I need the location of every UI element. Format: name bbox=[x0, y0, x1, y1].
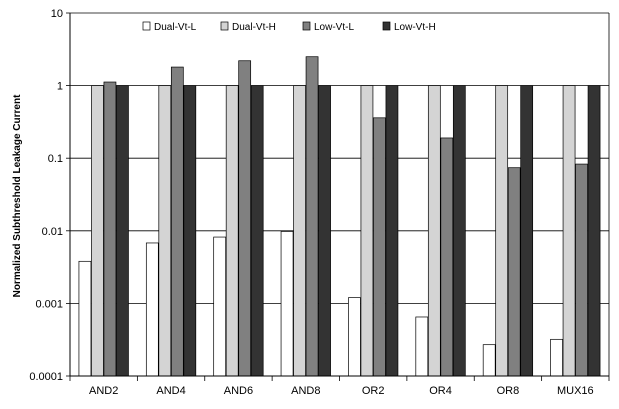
bar bbox=[452, 85, 466, 377]
bar bbox=[103, 81, 117, 377]
bar bbox=[225, 85, 239, 377]
x-tick-label: MUX16 bbox=[557, 385, 594, 397]
bar bbox=[550, 338, 563, 377]
x-tick-label: AND4 bbox=[156, 385, 185, 397]
bar bbox=[250, 85, 264, 377]
x-tick-label: OR8 bbox=[497, 385, 520, 397]
legend-swatch bbox=[382, 21, 391, 31]
bar bbox=[575, 163, 588, 377]
bar bbox=[145, 242, 159, 377]
bar bbox=[78, 260, 92, 377]
x-tick-label: OR2 bbox=[362, 385, 385, 397]
bar bbox=[507, 167, 521, 377]
bar bbox=[415, 316, 429, 377]
bar bbox=[385, 85, 399, 377]
bar bbox=[213, 236, 227, 377]
bar bbox=[562, 85, 576, 377]
legend-label: Dual-Vt-H bbox=[232, 22, 276, 33]
x-tick-label: AND8 bbox=[291, 385, 320, 397]
bar bbox=[183, 85, 197, 377]
bar bbox=[373, 117, 386, 377]
bar bbox=[482, 344, 496, 377]
bar bbox=[116, 85, 129, 377]
bar bbox=[91, 85, 104, 377]
legend-label: Dual-Vt-L bbox=[154, 22, 197, 33]
bar bbox=[427, 85, 441, 377]
y-tick-label: 0.1 bbox=[48, 153, 63, 165]
bar bbox=[318, 85, 331, 377]
bar bbox=[280, 231, 294, 377]
bar bbox=[348, 297, 361, 377]
bars bbox=[78, 56, 601, 377]
y-tick-label: 0.01 bbox=[42, 226, 63, 238]
legend-label: Low-Vt-H bbox=[394, 22, 436, 33]
bar bbox=[440, 137, 454, 377]
y-tick-label: 1 bbox=[57, 81, 63, 93]
x-tick-label: AND6 bbox=[224, 385, 253, 397]
bar bbox=[495, 85, 509, 377]
legend-swatch bbox=[142, 21, 151, 31]
bar bbox=[587, 85, 601, 377]
bar bbox=[520, 85, 534, 377]
legend: Dual-Vt-L Dual-Vt-H Low-Vt-L Low-Vt-H bbox=[142, 21, 436, 33]
bar bbox=[293, 85, 306, 377]
axes: 0.0001 0.001 0.01 0.1 1 10 AND2 AND4 AND6 AND8 OR2… bbox=[29, 8, 610, 397]
y-axis-label: Normalized Subthreshold Leakage Current bbox=[12, 94, 23, 297]
legend-swatch bbox=[220, 21, 229, 31]
x-tick-label: OR4 bbox=[429, 385, 452, 397]
y-tick-label: 0.0001 bbox=[29, 371, 63, 383]
bar bbox=[158, 85, 172, 377]
x-tick-label: AND2 bbox=[89, 385, 118, 397]
bar bbox=[305, 56, 319, 377]
y-tick-label: 10 bbox=[51, 8, 63, 20]
y-tick-label: 0.001 bbox=[35, 298, 63, 310]
bar bbox=[170, 66, 184, 377]
bar bbox=[360, 85, 374, 377]
bar bbox=[238, 60, 252, 377]
legend-label: Low-Vt-L bbox=[314, 22, 354, 33]
legend-swatch bbox=[302, 21, 311, 31]
